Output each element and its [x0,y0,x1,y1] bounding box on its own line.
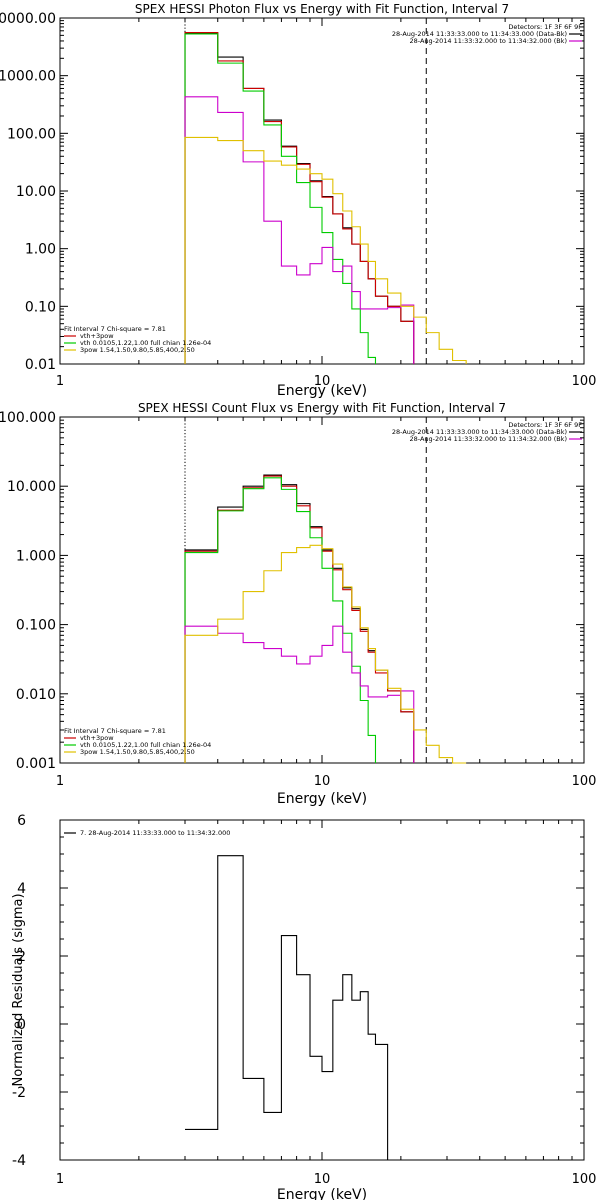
chart-title: SPEX HESSI Count Flux vs Energy with Fit… [138,401,506,415]
y-tick-label: 100.000 [0,410,56,426]
plot-frame [59,819,585,1161]
y-tick-label: 1000.00 [0,69,56,85]
count-flux-chart: SPEX HESSI Count Flux vs Energy with Fit… [0,401,596,807]
legend-entry: vth 0.0105,1.22,1.00 full chian 1.26e-04 [80,741,211,749]
legend-entry: 7. 28-Aug-2014 11:33:33.000 to 11:34:32.… [80,829,230,837]
x-tick-label: 1 [56,374,64,389]
y-tick-label: 1.000 [16,548,56,564]
chart-title: SPEX HESSI Photon Flux vs Energy with Fi… [135,2,509,16]
legend-entry: vth+3pow [80,734,114,742]
x-tick-label: 1 [56,774,64,789]
y-tick-label: 0 [17,1017,26,1033]
x-tick-label: 100 [572,1172,597,1187]
series-1-line [184,31,415,364]
y-tick-label: 0.01 [25,357,56,373]
series-3-line [184,96,415,364]
y-tick-label: 0.10 [25,299,56,315]
y-axis-label: Normalized Residuals (sigma) [11,893,26,1086]
legend-entry: vth+3pow [80,332,114,340]
legend-entry: 3pow 1.54,1.50,9.80,5.85,400,2.50 [80,748,195,756]
plot-frame [59,416,585,764]
residuals-chart: 1 10 100 6 4 2 0 -2 -4 Energy (keV) Normalized Res… [11,813,596,1200]
x-tick-label: 100 [572,374,597,389]
header-line: Detectors: 1F 3F 6F 9F [508,23,582,31]
y-tick-label: 10.000 [7,479,56,495]
y-tick-label: 0000.00 [0,11,56,27]
header-line: 28-Aug-2014 11:33:33.000 to 11:34:33.000… [392,30,567,38]
series-0-line [185,855,389,1160]
x-axis-label: Energy (keV) [277,791,367,807]
y-tick-label: 4 [17,881,26,897]
x-tick-label: 10 [314,774,331,789]
y-tick-label: 10.00 [16,184,56,200]
series-4-line [184,136,467,364]
y-tick-label: 0.001 [16,756,56,772]
legend-header: Fit Interval 7 Chi-square = 7.81 [64,325,166,333]
y-tick-label: 2 [17,949,26,965]
header-line: Detectors: 1F 3F 6F 9F [508,421,582,429]
x-tick-label: 100 [572,774,597,789]
x-tick-label: 10 [314,374,331,389]
x-axis-label: Energy (keV) [277,383,367,399]
legend-header: Fit Interval 7 Chi-square = 7.81 [64,727,166,735]
series-0-line [184,32,415,364]
x-tick-label: 10 [314,1172,331,1187]
photon-flux-chart: SPEX HESSI Photon Flux vs Energy with Fi… [0,2,596,399]
legend-entry: 3pow 1.54,1.50,9.80,5.85,400,2.50 [80,346,195,354]
y-tick-label: 0.100 [16,618,56,634]
x-axis-label: Energy (keV) [277,1187,367,1200]
y-tick-label: -2 [12,1085,26,1101]
legend-entry: vth 0.0105,1.22,1.00 full chian 1.26e-04 [80,339,211,347]
y-tick-label: 0.010 [16,687,56,703]
series-3-line [184,625,415,763]
header-line: 28-Aug-2014 11:33:32.000 to 11:34:32.000… [410,37,567,45]
y-tick-label: 100.00 [7,126,56,142]
y-tick-label: 1.00 [25,242,56,258]
series-2-line [184,477,377,763]
y-tick-label: -4 [12,1153,26,1169]
series-2-line [184,33,377,364]
x-tick-label: 1 [56,1172,64,1187]
header-line: 28-Aug-2014 11:33:33.000 to 11:34:33.000… [392,428,567,436]
series-4-line [184,544,467,764]
header-line: 28-Aug-2014 11:33:32.000 to 11:34:32.000… [410,435,567,443]
y-tick-label: 6 [17,813,26,829]
